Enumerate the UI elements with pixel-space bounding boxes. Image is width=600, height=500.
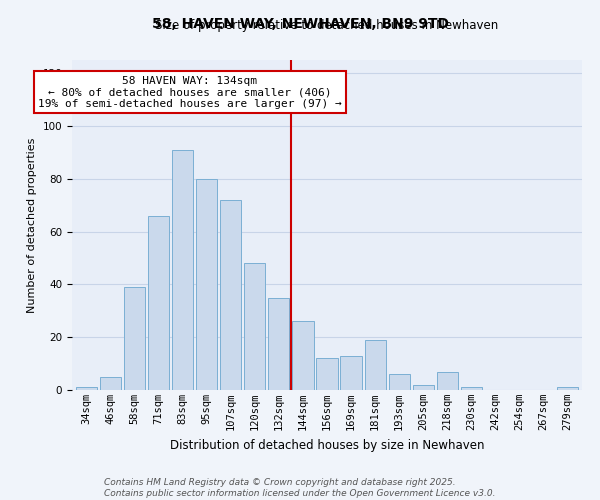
Bar: [100, 377, 121, 390]
Bar: [557, 388, 578, 390]
Bar: [365, 340, 386, 390]
Text: Contains HM Land Registry data © Crown copyright and database right 2025.
Contai: Contains HM Land Registry data © Crown c…: [104, 478, 496, 498]
Bar: [244, 264, 265, 390]
Y-axis label: Number of detached properties: Number of detached properties: [27, 138, 37, 312]
Bar: [461, 388, 482, 390]
Bar: [172, 150, 193, 390]
Bar: [196, 179, 217, 390]
Bar: [76, 388, 97, 390]
Bar: [292, 322, 314, 390]
X-axis label: Distribution of detached houses by size in Newhaven: Distribution of detached houses by size …: [170, 438, 484, 452]
Bar: [340, 356, 362, 390]
Bar: [124, 287, 145, 390]
Bar: [437, 372, 458, 390]
Bar: [220, 200, 241, 390]
Bar: [316, 358, 338, 390]
Text: 58, HAVEN WAY, NEWHAVEN, BN9 9TD: 58, HAVEN WAY, NEWHAVEN, BN9 9TD: [151, 18, 449, 32]
Bar: [148, 216, 169, 390]
Title: Size of property relative to detached houses in Newhaven: Size of property relative to detached ho…: [155, 20, 499, 32]
Text: 58 HAVEN WAY: 134sqm
← 80% of detached houses are smaller (406)
19% of semi-deta: 58 HAVEN WAY: 134sqm ← 80% of detached h…: [38, 76, 342, 109]
Bar: [413, 384, 434, 390]
Bar: [268, 298, 289, 390]
Bar: [389, 374, 410, 390]
